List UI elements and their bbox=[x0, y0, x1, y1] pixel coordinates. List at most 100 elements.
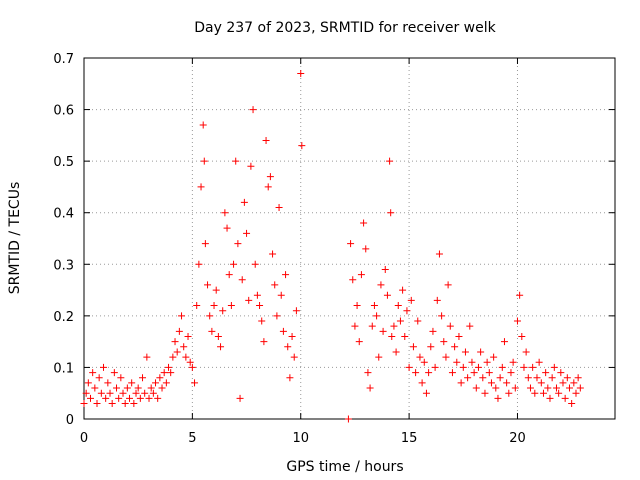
data-point bbox=[431, 363, 439, 371]
data-point bbox=[433, 296, 441, 304]
data-point bbox=[355, 338, 363, 346]
data-point bbox=[197, 183, 205, 191]
data-point bbox=[253, 291, 261, 299]
data-point bbox=[511, 384, 519, 392]
data-point bbox=[154, 394, 162, 402]
data-point bbox=[128, 379, 136, 387]
data-point bbox=[466, 322, 474, 330]
data-point bbox=[375, 353, 383, 361]
axis-ticks: 0 0.1 0.2 0.3 0.4 0.5 0.6 0.7 0 5 10 15 20 bbox=[53, 52, 615, 446]
data-point bbox=[388, 332, 396, 340]
data-point bbox=[184, 332, 192, 340]
data-point bbox=[446, 322, 454, 330]
data-point bbox=[505, 389, 513, 397]
data-point bbox=[227, 302, 235, 310]
data-point bbox=[492, 384, 500, 392]
data-point bbox=[132, 389, 140, 397]
data-point bbox=[240, 198, 248, 206]
y-axis-title: SRMTID / TECUs bbox=[7, 182, 23, 295]
data-point bbox=[210, 302, 218, 310]
y-tick-label: 0.4 bbox=[53, 207, 74, 222]
data-point bbox=[243, 229, 251, 237]
data-point bbox=[472, 384, 480, 392]
data-point bbox=[160, 369, 168, 377]
data-point bbox=[455, 332, 463, 340]
data-point bbox=[269, 250, 277, 258]
data-point bbox=[200, 157, 208, 165]
data-point bbox=[282, 271, 290, 279]
data-point bbox=[485, 369, 493, 377]
data-point bbox=[175, 327, 183, 335]
data-point bbox=[219, 307, 227, 315]
data-point bbox=[500, 338, 508, 346]
data-point bbox=[503, 379, 511, 387]
data-point bbox=[212, 286, 220, 294]
data-point bbox=[201, 240, 209, 248]
data-point bbox=[208, 327, 216, 335]
data-point bbox=[387, 209, 395, 217]
data-point bbox=[297, 69, 305, 77]
data-point bbox=[357, 271, 365, 279]
data-point bbox=[260, 338, 268, 346]
data-point bbox=[247, 162, 255, 170]
data-point bbox=[435, 250, 443, 258]
data-point bbox=[422, 389, 430, 397]
y-tick-label: 0.1 bbox=[53, 361, 74, 376]
data-point bbox=[457, 379, 465, 387]
data-point bbox=[520, 363, 528, 371]
data-point bbox=[370, 302, 378, 310]
data-point bbox=[496, 374, 504, 382]
data-point bbox=[468, 358, 476, 366]
data-point bbox=[360, 219, 368, 227]
data-point bbox=[82, 389, 90, 397]
x-tick-label: 0 bbox=[80, 431, 88, 446]
data-point bbox=[490, 353, 498, 361]
data-point bbox=[206, 312, 214, 320]
data-point bbox=[533, 374, 541, 382]
data-point bbox=[522, 348, 530, 356]
data-point bbox=[353, 302, 361, 310]
data-point bbox=[262, 137, 270, 145]
data-point bbox=[451, 343, 459, 351]
data-point bbox=[238, 276, 246, 284]
data-point bbox=[139, 374, 147, 382]
data-point bbox=[173, 348, 181, 356]
data-point bbox=[167, 369, 175, 377]
data-point bbox=[119, 389, 127, 397]
data-point bbox=[570, 379, 578, 387]
data-point bbox=[548, 374, 556, 382]
data-point bbox=[121, 400, 129, 408]
data-point bbox=[214, 332, 222, 340]
x-tick-label: 15 bbox=[401, 431, 418, 446]
y-tick-label: 0.5 bbox=[53, 155, 74, 170]
data-point bbox=[565, 384, 573, 392]
data-point bbox=[141, 389, 149, 397]
data-point bbox=[477, 348, 485, 356]
data-point bbox=[136, 394, 144, 402]
data-point bbox=[444, 281, 452, 289]
data-point bbox=[351, 322, 359, 330]
data-point bbox=[550, 363, 558, 371]
data-point bbox=[234, 240, 242, 248]
data-point bbox=[87, 394, 95, 402]
data-point bbox=[409, 343, 417, 351]
data-point bbox=[288, 332, 296, 340]
data-point bbox=[264, 183, 272, 191]
data-point bbox=[427, 343, 435, 351]
data-point bbox=[123, 384, 131, 392]
data-point bbox=[292, 307, 300, 315]
data-point bbox=[498, 363, 506, 371]
data-point bbox=[223, 224, 231, 232]
data-point bbox=[574, 374, 582, 382]
data-point bbox=[442, 353, 450, 361]
x-tick-label: 10 bbox=[292, 431, 309, 446]
data-point bbox=[555, 389, 563, 397]
data-point bbox=[420, 358, 428, 366]
data-point bbox=[399, 286, 407, 294]
data-point bbox=[383, 291, 391, 299]
data-point bbox=[438, 312, 446, 320]
data-point bbox=[156, 374, 164, 382]
data-point bbox=[509, 358, 517, 366]
data-point bbox=[169, 353, 177, 361]
